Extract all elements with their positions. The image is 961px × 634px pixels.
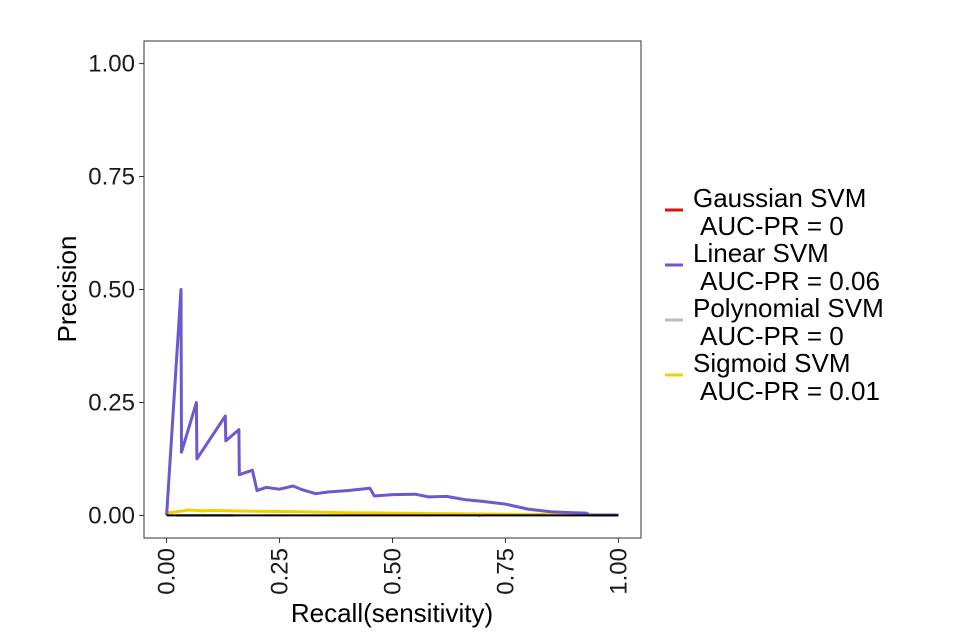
x-axis: 0.00 0.25 0.50 0.75 1.00 bbox=[154, 538, 632, 595]
y-axis: 0.00 0.25 0.50 0.75 1.00 bbox=[88, 51, 144, 529]
x-tick-label: 0.25 bbox=[267, 548, 294, 595]
y-tick-label: 0.25 bbox=[88, 389, 135, 416]
legend-auc-label: AUC-PR = 0.06 bbox=[700, 266, 880, 296]
y-axis-title: Precision bbox=[52, 236, 82, 343]
legend-series-name: Linear SVM bbox=[693, 238, 829, 268]
series-layer bbox=[165, 288, 619, 517]
y-tick-label: 1.00 bbox=[88, 51, 135, 78]
y-tick-label: 0.75 bbox=[88, 164, 135, 191]
legend-auc-label: AUC-PR = 0.01 bbox=[700, 376, 880, 406]
x-axis-title: Recall(sensitivity) bbox=[291, 598, 493, 628]
legend-series-name: Gaussian SVM bbox=[693, 183, 866, 213]
y-tick-label: 0.50 bbox=[88, 277, 135, 304]
x-tick-label: 0.75 bbox=[492, 548, 519, 595]
series-line-1 bbox=[165, 288, 619, 517]
y-tick-label: 0.00 bbox=[88, 502, 135, 529]
x-tick-label: 0.00 bbox=[154, 548, 181, 595]
x-tick-label: 1.00 bbox=[605, 548, 632, 595]
x-tick-label: 0.50 bbox=[380, 548, 407, 595]
legend-auc-label: AUC-PR = 0 bbox=[700, 321, 844, 351]
plot-panel-border bbox=[143, 40, 642, 539]
legend-series-name: Polynomial SVM bbox=[693, 293, 884, 323]
legend-auc-label: AUC-PR = 0 bbox=[700, 211, 844, 241]
legend-series-name: Sigmoid SVM bbox=[693, 348, 851, 378]
